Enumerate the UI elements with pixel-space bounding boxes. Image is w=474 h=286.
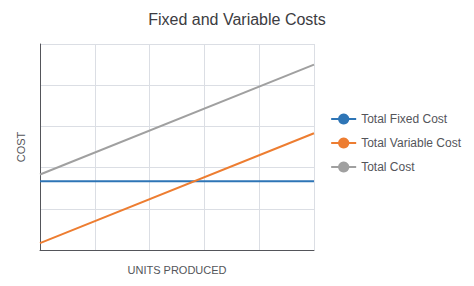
- svg-text:Total Cost: Total Cost: [361, 160, 415, 174]
- svg-text:Total Fixed Cost: Total Fixed Cost: [361, 112, 448, 126]
- svg-text:Total Variable Cost: Total Variable Cost: [361, 136, 461, 150]
- svg-text:Fixed and Variable Costs: Fixed and Variable Costs: [148, 11, 326, 28]
- svg-text:COST: COST: [15, 131, 27, 162]
- svg-text:UNITS PRODUCED: UNITS PRODUCED: [127, 264, 226, 276]
